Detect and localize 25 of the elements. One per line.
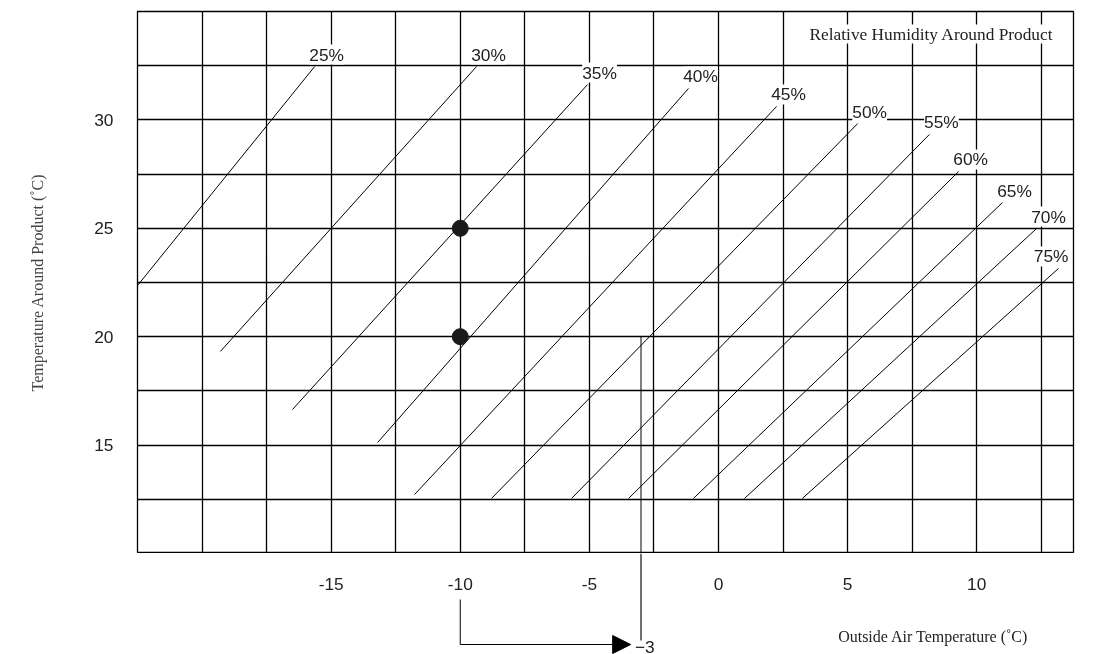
y-tick-label: 20	[94, 326, 114, 347]
y-tick-label: 15	[94, 435, 114, 456]
series-label: 45%	[771, 84, 806, 105]
legend-title: Relative Humidity Around Product	[809, 24, 1053, 44]
x-tick-label: 5	[842, 573, 853, 594]
x-tick-label: 0	[713, 573, 724, 594]
series-label: 25%	[309, 44, 344, 65]
series-label: 55%	[924, 112, 959, 133]
text: −3	[635, 636, 655, 654]
series-label: 70%	[1031, 206, 1066, 227]
series-label: 65%	[997, 180, 1032, 201]
series-label: 50%	[852, 101, 887, 122]
series-label: 75%	[1033, 246, 1069, 267]
x-tick-label: -10	[447, 573, 473, 594]
series-label: 35%	[582, 62, 617, 83]
y-axis-title: Temperature Around Product (˚C)	[29, 174, 48, 392]
x-axis-title: Outside Air Temperature (˚C)	[838, 628, 1028, 646]
series-label: 40%	[683, 66, 718, 87]
x-tick-label: 10	[967, 573, 987, 594]
x-tick-label: -5	[581, 573, 598, 594]
y-tick-label: 25	[94, 218, 114, 239]
x-tick-label: -15	[318, 573, 344, 594]
y-tick-label: 30	[94, 109, 114, 130]
series-label: 60%	[953, 149, 988, 170]
series-label: 30%	[471, 44, 506, 65]
